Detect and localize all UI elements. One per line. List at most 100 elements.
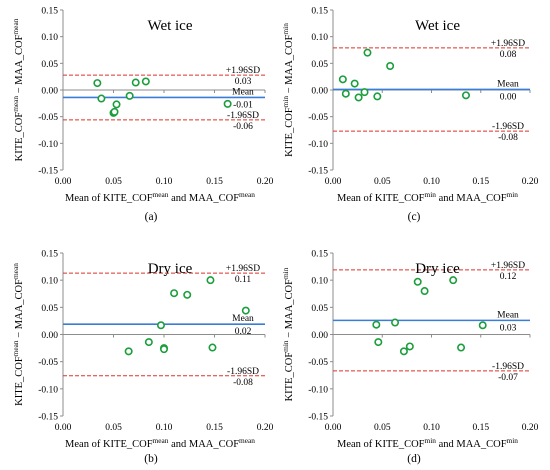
upper-limit-name: +1.96SD [226,66,260,76]
lower-limit-name: -1.96SD [227,111,259,121]
y-tick-label: 0.05 [41,60,58,70]
panel-title: Wet ice [415,18,460,34]
data-point [478,321,487,330]
data-point [420,287,429,296]
lower-limit-name: -1.96SD [492,122,524,132]
panel-caption: (c) [408,211,421,223]
lower-limit-value: -0.07 [498,373,518,383]
y-tick-label: -0.10 [38,140,58,150]
x-tick-label: 0.10 [423,423,440,433]
data-point [208,343,217,352]
data-point [110,107,119,116]
mean-name: Mean [497,79,519,89]
mean-value: 0.02 [235,327,252,337]
data-point [386,61,395,70]
upper-limit-value: 0.08 [500,50,517,60]
y-tick-label: -0.15 [38,167,58,177]
y-axis-label: KITE_COFmean − MAA_COFmean [11,18,26,161]
upper-limit-value: 0.03 [235,77,252,87]
panel-title: Dry ice [415,261,460,277]
data-point [341,89,350,98]
x-tick-label: 0.15 [472,423,489,433]
y-tick-label: 0.00 [41,331,58,341]
x-axis-label: Mean of KITE_COFmin and MAA_COFmin [337,436,518,451]
y-tick-label: 0.10 [41,277,58,287]
data-point [338,75,347,84]
data-point [241,306,250,315]
upper-limit-name: +1.96SD [491,261,525,271]
y-tick-label: -0.10 [308,140,328,150]
x-tick-label: 0.05 [105,177,122,187]
y-tick-label: 0.15 [41,7,58,17]
y-axis-label: KITE_COFmin − MAA_COFmin [281,267,296,401]
panel-title: Wet ice [147,18,192,34]
y-tick-label: -0.15 [308,413,328,423]
y-tick-label: 0.10 [41,33,58,43]
data-point [391,318,400,327]
data-point [350,79,359,88]
data-point [413,277,422,286]
upper-limit-value: 0.11 [235,275,252,285]
y-tick-label: -0.15 [38,413,58,423]
y-tick-label: 0.00 [311,331,328,341]
y-axis-label: KITE_COFmin − MAA_COFmin [281,23,296,157]
x-axis-label: Mean of KITE_COFmean and MAA_COFmean [65,436,255,451]
data-point [223,99,232,108]
x-tick-label: 0.05 [374,423,391,433]
upper-limit-value: 0.12 [500,272,517,282]
x-tick-label: 0.05 [105,423,122,433]
y-tick-label: -0.10 [38,385,58,395]
data-point [373,92,382,101]
x-tick-label: 0.20 [522,177,539,187]
x-tick-label: 0.20 [257,423,274,433]
y-tick-label: -0.05 [308,113,328,123]
data-point [144,338,153,347]
x-tick-label: 0.15 [472,177,489,187]
x-tick-label: 0.05 [374,177,391,187]
y-tick-label: 0.15 [41,250,58,260]
data-point [206,276,215,285]
y-tick-label: 0.05 [311,60,328,70]
y-tick-label: 0.10 [311,33,328,43]
data-point [360,88,369,97]
data-point [131,78,140,87]
x-axis-label: Mean of KITE_COFmean and MAA_COFmean [65,190,255,205]
data-point [457,343,466,352]
data-point [449,276,458,285]
x-tick-label: 0.00 [55,177,72,187]
data-point [160,345,169,354]
lower-limit-name: -1.96SD [492,362,524,372]
data-point [156,321,165,330]
panel-caption: (d) [407,453,421,465]
data-point [374,338,383,347]
y-tick-label: -0.05 [308,358,328,368]
y-tick-label: 0.00 [311,87,328,97]
data-point [125,91,134,100]
panel-title: Dry ice [148,261,193,277]
panel-c: -0.15 -0.10 -0.05 0.00 0.05 0.10 0.15 0.00 0.05 0… [281,7,539,224]
y-tick-label: 0.15 [311,7,328,17]
upper-limit-name: +1.96SD [226,264,260,274]
mean-value: 0.00 [500,92,517,102]
x-tick-label: 0.20 [522,423,539,433]
mean-value: -0.01 [233,100,253,110]
mean-name: Mean [232,87,254,97]
lower-limit-value: -0.08 [498,133,518,143]
x-tick-label: 0.15 [206,423,223,433]
mean-value: 0.03 [500,323,517,333]
y-axis-label: KITE_COFmean − MAA_COFmean [11,263,26,406]
panel-b: -0.15 -0.10 -0.05 0.00 0.05 0.10 0.15 0.00 0.05 0… [11,250,274,466]
data-point [399,347,408,356]
data-point [124,347,133,356]
lower-limit-value: -0.08 [233,378,253,388]
panel-caption: (a) [145,211,158,223]
data-point [372,320,381,329]
data-point [461,91,470,100]
x-tick-label: 0.10 [156,423,173,433]
panel-caption: (b) [144,453,158,465]
data-point [112,100,121,109]
mean-name: Mean [497,310,519,320]
data-point [141,77,150,86]
x-tick-label: 0.10 [423,177,440,187]
x-tick-label: 0.15 [206,177,223,187]
